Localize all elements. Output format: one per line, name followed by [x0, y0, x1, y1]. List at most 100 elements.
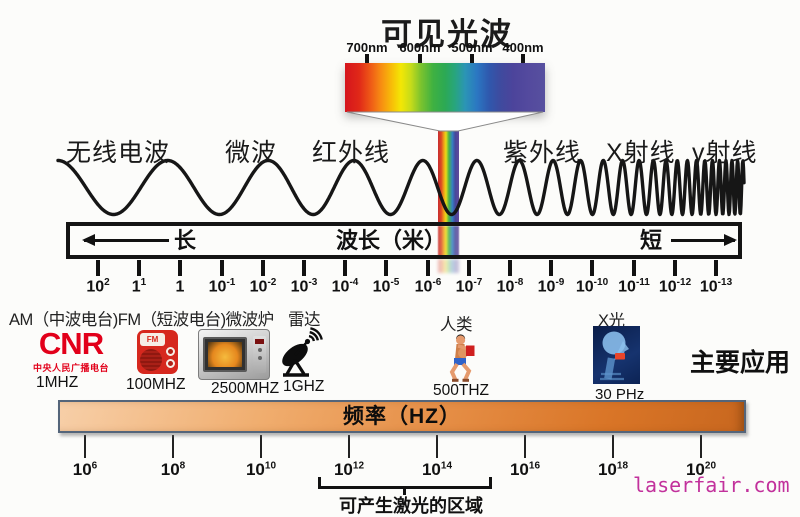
long-arrow-right-icon [671, 234, 737, 246]
wavelength-tick-label: 10-12 [658, 277, 692, 296]
human-caption: 人类 [440, 316, 473, 334]
wavelength-tick-label: 10-2 [249, 277, 277, 296]
wavelength-tick-label: 10-7 [455, 277, 483, 296]
wavelength-tick-label: 10-10 [575, 277, 609, 296]
frequency-tick-label: 106 [72, 460, 98, 479]
wavelength-tick-label: 10-3 [290, 277, 318, 296]
frequency-axis-bar: 频率（HZ） [58, 400, 746, 433]
microwave-door [203, 337, 247, 372]
human-figure-icon [449, 334, 475, 382]
frequency-tick [84, 435, 86, 458]
microwave-panel [253, 336, 266, 373]
watermark: laserfair.com [633, 473, 790, 497]
laser-bracket-center [403, 486, 406, 495]
band-label-radio: 无线电波 [66, 139, 171, 167]
frequency-tick-label: 1010 [245, 460, 277, 479]
nm-tick-label: 500nm [451, 40, 493, 55]
laser-bracket-left [318, 477, 321, 489]
fm-radio-icon: FM [137, 330, 178, 374]
frequency-tick [436, 435, 438, 458]
frequency-tick [348, 435, 350, 458]
wavelength-tick [508, 260, 512, 276]
fm-radio-knob [166, 347, 175, 356]
wavelength-tick [590, 260, 594, 276]
xray-skull-icon [600, 331, 629, 381]
fm-radio-speaker [140, 349, 162, 371]
wavelength-long-label: 长 [174, 228, 197, 253]
nm-tick [521, 54, 525, 64]
wavelength-tick-label: 10-1 [208, 277, 236, 296]
main-applications-heading: 主要应用 [690, 349, 791, 377]
band-label-ultraviolet: 紫外线 [503, 139, 582, 167]
microwave-knob [257, 356, 262, 360]
long-arrow-left-icon [82, 234, 169, 246]
em-wave-path [56, 158, 746, 217]
laser-region-label: 可产生激光的区域 [339, 496, 483, 516]
page-title: 可见光波 [381, 17, 513, 52]
xray-image-icon [593, 326, 640, 384]
wavelength-short-label: 短 [640, 228, 663, 253]
wavelength-tick-label: 1 [175, 278, 185, 296]
xray-frequency: 30 PHz [595, 386, 645, 403]
wavelength-tick [384, 260, 388, 276]
wavelength-tick-label: 102 [86, 277, 110, 296]
radar-dish-icon [282, 327, 323, 377]
radar-caption: 雷达 [288, 311, 321, 329]
wavelength-tick-label: 10-9 [537, 277, 565, 296]
wavelength-tick [549, 260, 553, 276]
frequency-tick-label: 1020 [685, 460, 717, 479]
wavelength-tick-label: 10-5 [372, 277, 400, 296]
rainbow-stripe [438, 259, 459, 273]
radar-frequency: 1GHZ [283, 378, 325, 395]
wavelength-tick-label: 10-13 [699, 277, 733, 296]
band-label-gamma: γ射线 [692, 139, 758, 167]
frequency-tick-label: 1016 [509, 460, 541, 479]
wavelength-tick-label: 10-11 [618, 277, 650, 296]
nm-tick-label: 700nm [346, 40, 388, 55]
microwave-oven-icon [198, 329, 270, 380]
frequency-tick [612, 435, 614, 458]
cnr-logo: CNR 中央人民广播电台 [33, 326, 110, 374]
wavelength-tick-label: 10-8 [496, 277, 524, 296]
wavelength-tick-label: 11 [131, 277, 147, 296]
microwave-knob [257, 348, 262, 352]
frequency-tick-label: 1014 [421, 460, 453, 479]
microwave-frequency: 2500MHZ [211, 380, 280, 397]
wavelength-tick [632, 260, 636, 276]
frequency-tick [260, 435, 262, 458]
frequency-tick [700, 435, 702, 458]
frequency-tick-label: 1018 [597, 460, 629, 479]
nm-tick-label: 400nm [502, 40, 544, 55]
fm-radio-knob [166, 359, 175, 368]
wavelength-tick [343, 260, 347, 276]
wavelength-tick [467, 260, 471, 276]
wavelength-tick [714, 260, 718, 276]
wavelength-tick [96, 260, 100, 276]
fm-frequency: 100MHZ [126, 376, 186, 393]
wavelength-tick [261, 260, 265, 276]
laser-bracket-right [489, 477, 492, 489]
spectrum-funnel [346, 111, 544, 132]
band-label-microwave: 微波 [225, 139, 278, 167]
xray-caption: X光 [598, 312, 625, 330]
wavelength-tick [220, 260, 224, 276]
band-label-infrared: 红外线 [312, 139, 391, 167]
wavelength-tick [673, 260, 677, 276]
rainbow-stripe [438, 226, 459, 257]
nm-tick-label: 600nm [399, 40, 441, 55]
wavelength-tick-label: 10-6 [414, 277, 442, 296]
nm-tick [418, 54, 422, 64]
band-label-xray: X射线 [606, 139, 676, 167]
wavelength-tick [426, 260, 430, 276]
wavelength-tick-label: 10-4 [331, 277, 359, 296]
wavelength-axis-box: 长 波长（米） 短 [66, 222, 742, 259]
wavelength-axis-title: 波长（米） [336, 228, 447, 253]
frequency-tick [172, 435, 174, 458]
cnr-logo-subtext: 中央人民广播电台 [33, 363, 110, 374]
wavelength-tick [137, 260, 141, 276]
cnr-frequency: 1MHZ [36, 374, 79, 391]
fm-radio-display: FM [140, 333, 165, 346]
cnr-logo-text: CNR [38, 326, 104, 361]
